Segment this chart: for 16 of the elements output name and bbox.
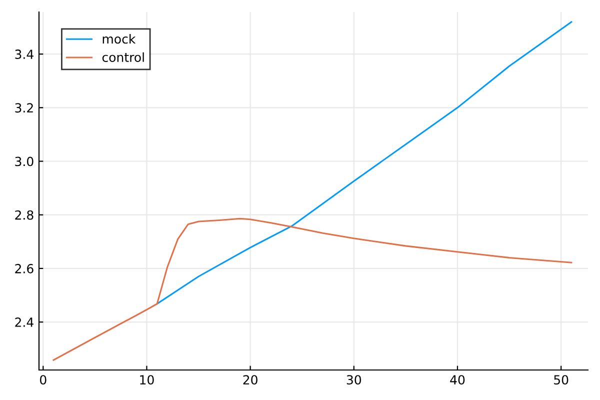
legend-label: control <box>102 52 144 62</box>
x-tick-label: 40 <box>450 375 465 385</box>
y-tick-label: 2.8 <box>15 210 34 220</box>
line-series <box>52 218 572 361</box>
x-tick-label: 30 <box>346 375 362 385</box>
y-tick-label: 3.4 <box>15 50 34 59</box>
x-tick-label: 10 <box>140 375 154 385</box>
y-tick-label: 3.2 <box>15 103 33 113</box>
x-tick-label: 50 <box>554 375 568 385</box>
y-tick-label: 2.4 <box>15 318 34 327</box>
y-tick-label: 3.0 <box>15 156 34 166</box>
line-series <box>156 21 572 305</box>
x-tick-label: 20 <box>243 375 258 385</box>
y-tick-label: 2.6 <box>15 264 34 274</box>
x-tick-label: 0 <box>40 375 46 385</box>
legend-label: mock <box>102 34 136 44</box>
